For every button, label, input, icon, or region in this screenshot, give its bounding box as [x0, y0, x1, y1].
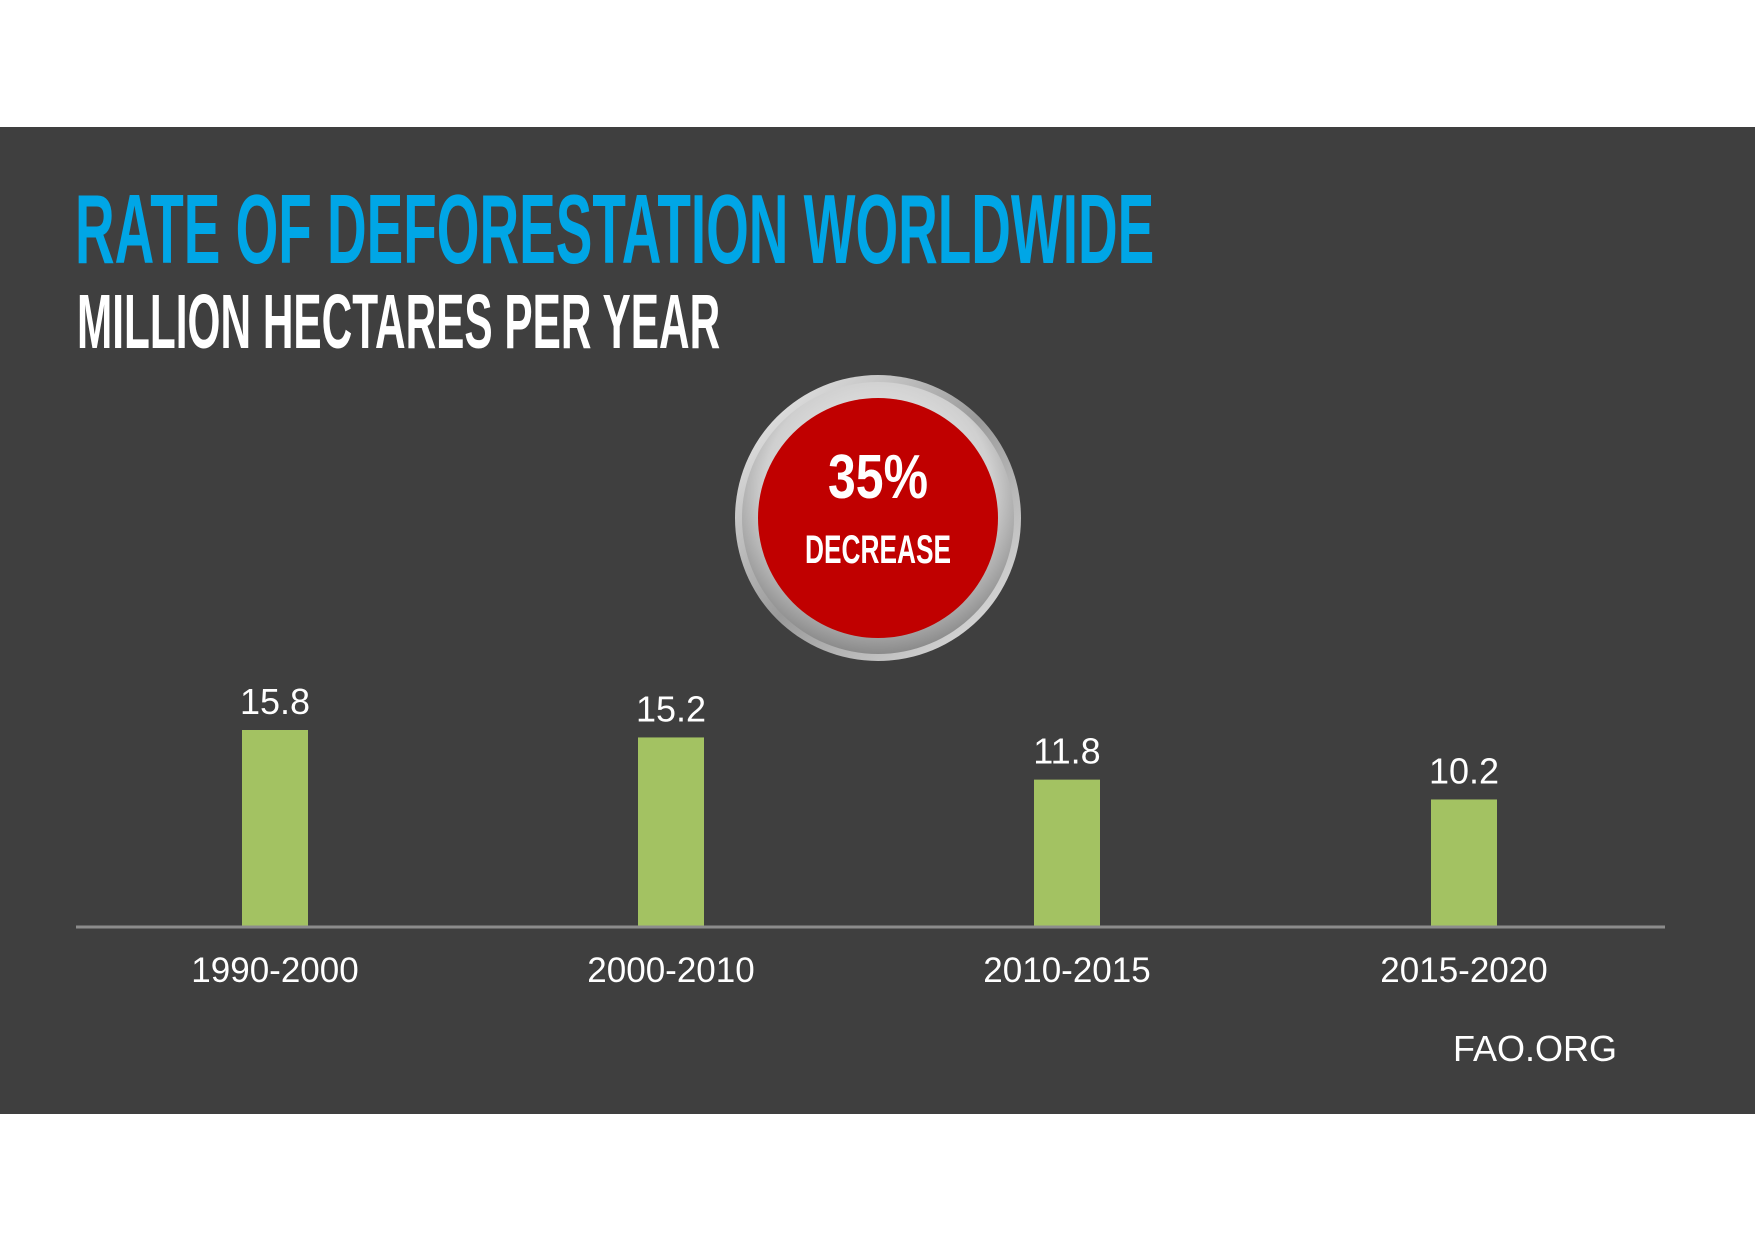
x-tick-label-1990-2000: 1990-2000	[191, 951, 358, 990]
decrease-badge: 35% DECREASE	[735, 375, 1021, 661]
badge-label: DECREASE	[805, 528, 951, 572]
data-labels: 15.8 15.2 11.8 10.2	[240, 681, 1499, 791]
data-label-2015-2020: 10.2	[1429, 750, 1499, 791]
badge-core	[758, 398, 998, 638]
badge-value: 35%	[828, 443, 928, 512]
data-label-2000-2010: 15.2	[636, 688, 706, 729]
x-tick-label-2000-2010: 2000-2010	[587, 951, 754, 990]
x-tick-label-2015-2020: 2015-2020	[1380, 951, 1547, 990]
chart-title: RATE OF DEFORESTATION WORLDWIDE	[75, 174, 1155, 284]
bar-series	[242, 730, 1497, 926]
data-label-2010-2015: 11.8	[1033, 731, 1100, 772]
x-tick-label-2010-2015: 2010-2015	[983, 951, 1150, 990]
source-credit: FAO.ORG	[1453, 1028, 1618, 1069]
data-label-1990-2000: 15.8	[240, 681, 310, 722]
x-axis-tick-labels: 1990-2000 2000-2010 2010-2015 2015-2020	[191, 951, 1547, 990]
bar-2000-2010	[638, 737, 704, 926]
bar-2010-2015	[1034, 779, 1100, 926]
bar-2015-2020	[1431, 799, 1497, 926]
chart-subtitle: MILLION HECTARES PER YEAR	[77, 279, 721, 365]
bar-1990-2000	[242, 730, 308, 926]
